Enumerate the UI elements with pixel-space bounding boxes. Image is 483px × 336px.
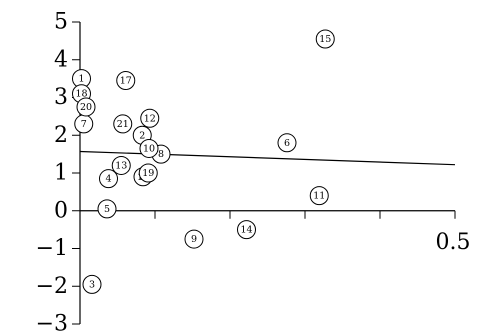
data-point-marker: [113, 114, 133, 134]
data-point-label: 19: [142, 168, 154, 179]
data-point-marker: [99, 169, 118, 189]
data-point-label: 6: [284, 138, 290, 149]
data-point-label: 5: [104, 204, 110, 215]
data-point-marker: [184, 229, 204, 249]
data-point-17: 17: [116, 71, 136, 91]
data-point-marker: [82, 274, 102, 294]
data-point-marker: [138, 163, 158, 183]
data-point-13: 13: [111, 155, 131, 175]
data-point-label: 18: [75, 89, 87, 100]
data-point-5: 5: [97, 199, 117, 219]
data-point-label: 9: [191, 234, 197, 245]
y-tick-label: −2: [36, 274, 68, 299]
data-point-marker: [97, 199, 117, 219]
data-point-11: 11: [309, 186, 329, 206]
data-point-label: 3: [89, 279, 95, 290]
data-point-label: 8: [158, 149, 164, 160]
data-point-19: 19: [138, 163, 158, 183]
data-point-marker: [309, 186, 329, 206]
data-point-label: 15: [319, 34, 331, 45]
data-point-marker: [76, 97, 96, 117]
data-point-7: 7: [74, 114, 94, 134]
regression-line-group: [79, 150, 456, 166]
data-point-label: 10: [143, 143, 155, 154]
data-point-marker: [139, 138, 159, 158]
y-tick-label: −3: [36, 312, 68, 336]
data-point-4: 4: [99, 169, 118, 189]
data-point-marker: [315, 29, 335, 49]
data-point-marker: [277, 133, 297, 153]
data-point-label: 12: [144, 113, 156, 124]
data-point-marker: [111, 155, 131, 175]
data-point-label: 2: [139, 130, 145, 141]
y-tick-label: 4: [54, 47, 68, 72]
data-point-label: 11: [313, 191, 325, 202]
data-point-15: 15: [315, 29, 335, 49]
data-point-label: 4: [105, 174, 111, 185]
y-tick-label: 5: [54, 10, 68, 35]
data-point-3: 3: [82, 274, 102, 294]
regression-line: [79, 150, 456, 166]
data-point-marker: [140, 108, 160, 128]
y-tick-label: −1: [36, 236, 68, 261]
data-point-9: 9: [184, 229, 204, 249]
points-group: 123456789101112131415161718192021: [72, 29, 335, 294]
y-tick-label: 2: [54, 123, 68, 148]
x-tick-label: 0.5: [436, 230, 471, 255]
data-point-14: 14: [237, 220, 256, 240]
data-point-label: 1: [78, 74, 84, 85]
y-tick-label: 1: [54, 161, 68, 186]
data-point-label: 17: [120, 76, 132, 87]
data-point-label: 14: [240, 225, 252, 236]
data-point-10: 10: [139, 138, 159, 158]
data-point-label: 7: [81, 119, 87, 130]
y-tick-label: 0: [54, 198, 68, 223]
data-point-label: 20: [80, 102, 92, 113]
data-point-label: 21: [117, 119, 129, 130]
data-point-marker: [116, 71, 136, 91]
data-point-12: 12: [140, 108, 160, 128]
data-point-6: 6: [277, 133, 297, 153]
y-tick-label: 3: [54, 85, 68, 110]
data-point-marker: [237, 220, 256, 240]
data-point-20: 20: [76, 97, 96, 117]
data-point-21: 21: [113, 114, 133, 134]
data-point-label: 13: [115, 160, 127, 171]
